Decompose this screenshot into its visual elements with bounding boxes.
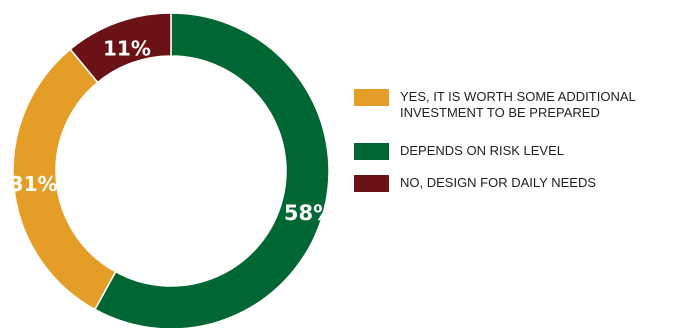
legend-swatch [354,143,389,160]
slice-percent-label: 31% [10,172,58,196]
legend-swatch [354,175,389,192]
legend-label: NO, DESIGN FOR DAILY NEEDS [400,175,597,190]
legend-swatch [354,89,389,106]
legend: YES, IT IS WORTH SOME ADDITIONAL INVESTM… [354,88,674,192]
legend-item-depends-on-risk: DEPENDS ON RISK LEVEL [354,142,674,160]
slice-percent-label: 11% [103,37,151,61]
legend-label: YES, IT IS WORTH SOME ADDITIONAL INVESTM… [400,89,636,120]
slice-percent-label: 58% [284,201,334,225]
donut-slice [93,12,330,328]
legend-item-yes-worth-investment: YES, IT IS WORTH SOME ADDITIONAL INVESTM… [354,88,674,122]
legend-item-no-daily-needs: NO, DESIGN FOR DAILY NEEDS [354,174,674,192]
donut-slice [69,12,172,84]
legend-label: DEPENDS ON RISK LEVEL [400,143,564,158]
